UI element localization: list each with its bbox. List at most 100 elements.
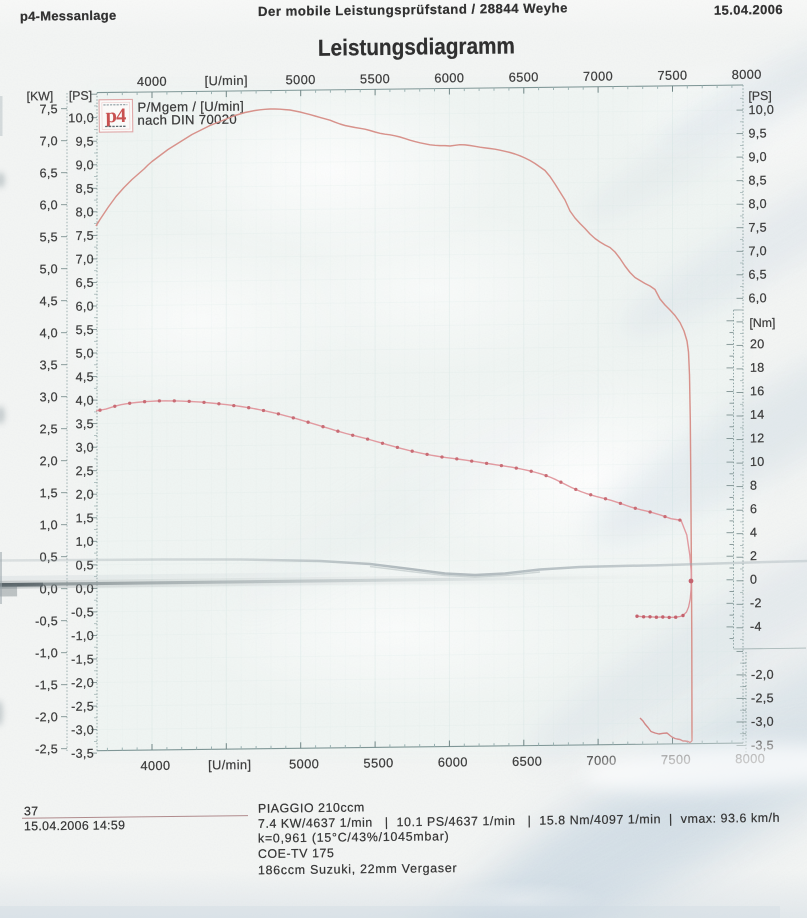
svg-text:9,0: 9,0 [75,158,94,172]
svg-text:COE-TV 175: COE-TV 175 [258,846,335,861]
svg-text:3,0: 3,0 [75,441,94,455]
svg-text:5500: 5500 [363,755,393,770]
svg-text:5,5: 5,5 [39,230,58,244]
svg-text:3,5: 3,5 [39,358,58,372]
svg-text:186ccm Suzuki, 22mm Vergaser: 186ccm Suzuki, 22mm Vergaser [258,861,458,877]
svg-text:10,0: 10,0 [68,111,94,125]
svg-text:5000: 5000 [286,72,316,87]
svg-text:14: 14 [750,408,765,422]
svg-text:7,0: 7,0 [39,134,58,148]
svg-text:4000: 4000 [140,758,170,773]
svg-text:k=0,961 (15°C/43%/1045mbar): k=0,961 (15°C/43%/1045mbar) [258,829,450,845]
svg-text:-2: -2 [750,596,762,610]
svg-text:[U/min]: [U/min] [204,73,248,89]
svg-text:nach DIN 70020: nach DIN 70020 [137,112,237,128]
svg-text:7,5: 7,5 [748,221,767,235]
svg-text:-1,5: -1,5 [35,678,58,692]
svg-text:-4: -4 [750,620,762,634]
svg-text:3,0: 3,0 [39,390,58,404]
svg-text:4,0: 4,0 [75,394,94,408]
svg-text:5000: 5000 [289,756,319,771]
svg-text:-0,5: -0,5 [71,605,94,619]
svg-text:6,5: 6,5 [748,268,767,282]
svg-text:-2,5: -2,5 [71,700,94,714]
svg-text:P/Mgem / [U/min]: P/Mgem / [U/min] [137,99,244,115]
svg-text:-3,5: -3,5 [71,747,94,761]
svg-text:7,0: 7,0 [75,252,94,266]
svg-text:6,0: 6,0 [39,198,58,212]
svg-text:0,5: 0,5 [75,558,94,572]
svg-text:2,5: 2,5 [39,422,58,436]
svg-text:-2,0: -2,0 [35,710,58,724]
svg-text:15.04.2006 14:59: 15.04.2006 14:59 [24,818,125,833]
svg-text:6,5: 6,5 [75,276,94,290]
svg-text:0,0: 0,0 [39,582,58,596]
svg-text:5,0: 5,0 [39,262,58,276]
svg-text:15.04.2006: 15.04.2006 [714,2,783,18]
svg-text:[PS]: [PS] [748,89,771,103]
svg-text:4,0: 4,0 [39,326,58,340]
svg-text:9,5: 9,5 [75,135,94,149]
svg-text:1,5: 1,5 [75,511,94,525]
svg-text:37: 37 [24,804,39,818]
svg-text:p4-Messanlage: p4-Messanlage [20,8,117,24]
svg-text:1,0: 1,0 [75,535,94,549]
svg-text:8000: 8000 [735,751,765,766]
svg-text:7,5: 7,5 [75,229,94,243]
svg-text:1,0: 1,0 [39,518,58,532]
svg-text:-2,0: -2,0 [751,668,774,682]
svg-text:6000: 6000 [434,70,464,85]
svg-text:6500: 6500 [509,69,539,84]
svg-text:5,0: 5,0 [75,346,94,360]
svg-text:18: 18 [750,361,765,375]
svg-text:6: 6 [750,502,757,516]
svg-text:0: 0 [750,573,757,587]
svg-text:16: 16 [750,384,765,398]
svg-text:12: 12 [750,431,765,445]
svg-text:-3,5: -3,5 [751,738,774,752]
svg-text:-2,5: -2,5 [35,742,58,756]
svg-text:5,5: 5,5 [75,323,94,337]
svg-text:0,0: 0,0 [75,582,94,596]
svg-text:9,0: 9,0 [748,150,767,164]
svg-text:[KW]: [KW] [27,89,54,103]
svg-text:[Nm]: [Nm] [749,316,775,330]
svg-text:-2,0: -2,0 [71,676,94,690]
svg-text:-2,5: -2,5 [751,691,774,705]
svg-text:-3,0: -3,0 [71,723,94,737]
svg-text:7.4 KW/4637 1/min | 10.1 PS: 7.4 KW/4637 1/min | 10.1 PS/4637 1/min |… [258,811,780,831]
svg-text:0,5: 0,5 [39,550,58,564]
svg-text:p4: p4 [105,105,126,127]
svg-text:20: 20 [750,337,765,351]
svg-text:10: 10 [750,455,765,469]
svg-text:4,5: 4,5 [39,294,58,308]
svg-text:Leistungsdiagramm: Leistungsdiagramm [318,32,515,60]
svg-text:[U/min]: [U/min] [208,757,252,773]
svg-text:6500: 6500 [512,754,542,769]
svg-text:-0,5: -0,5 [35,614,58,628]
svg-text:-1,0: -1,0 [35,646,58,660]
svg-text:PIAGGIO 210ccm: PIAGGIO 210ccm [258,800,365,815]
svg-text:8: 8 [750,479,757,493]
svg-text:8,5: 8,5 [75,182,94,196]
svg-text:6,5: 6,5 [39,166,58,180]
svg-text:2: 2 [750,549,757,563]
svg-text:7000: 7000 [586,753,616,768]
svg-text:9,5: 9,5 [748,126,767,140]
svg-text:-1,5: -1,5 [71,652,94,666]
svg-text:7500: 7500 [661,752,691,767]
svg-text:-1,0: -1,0 [71,629,94,643]
svg-text:8000: 8000 [732,67,762,82]
svg-text:8,0: 8,0 [748,197,767,211]
svg-text:4: 4 [750,526,757,540]
svg-text:7500: 7500 [657,68,687,83]
svg-text:5500: 5500 [360,71,390,86]
svg-text:8,5: 8,5 [748,173,767,187]
svg-text:6,0: 6,0 [75,299,94,313]
svg-text:[PS]: [PS] [69,89,92,103]
svg-text:7000: 7000 [583,68,613,83]
svg-text:3,5: 3,5 [75,417,94,431]
svg-text:2,5: 2,5 [75,464,94,478]
svg-text:2,0: 2,0 [39,454,58,468]
svg-text:7,0: 7,0 [748,244,767,258]
